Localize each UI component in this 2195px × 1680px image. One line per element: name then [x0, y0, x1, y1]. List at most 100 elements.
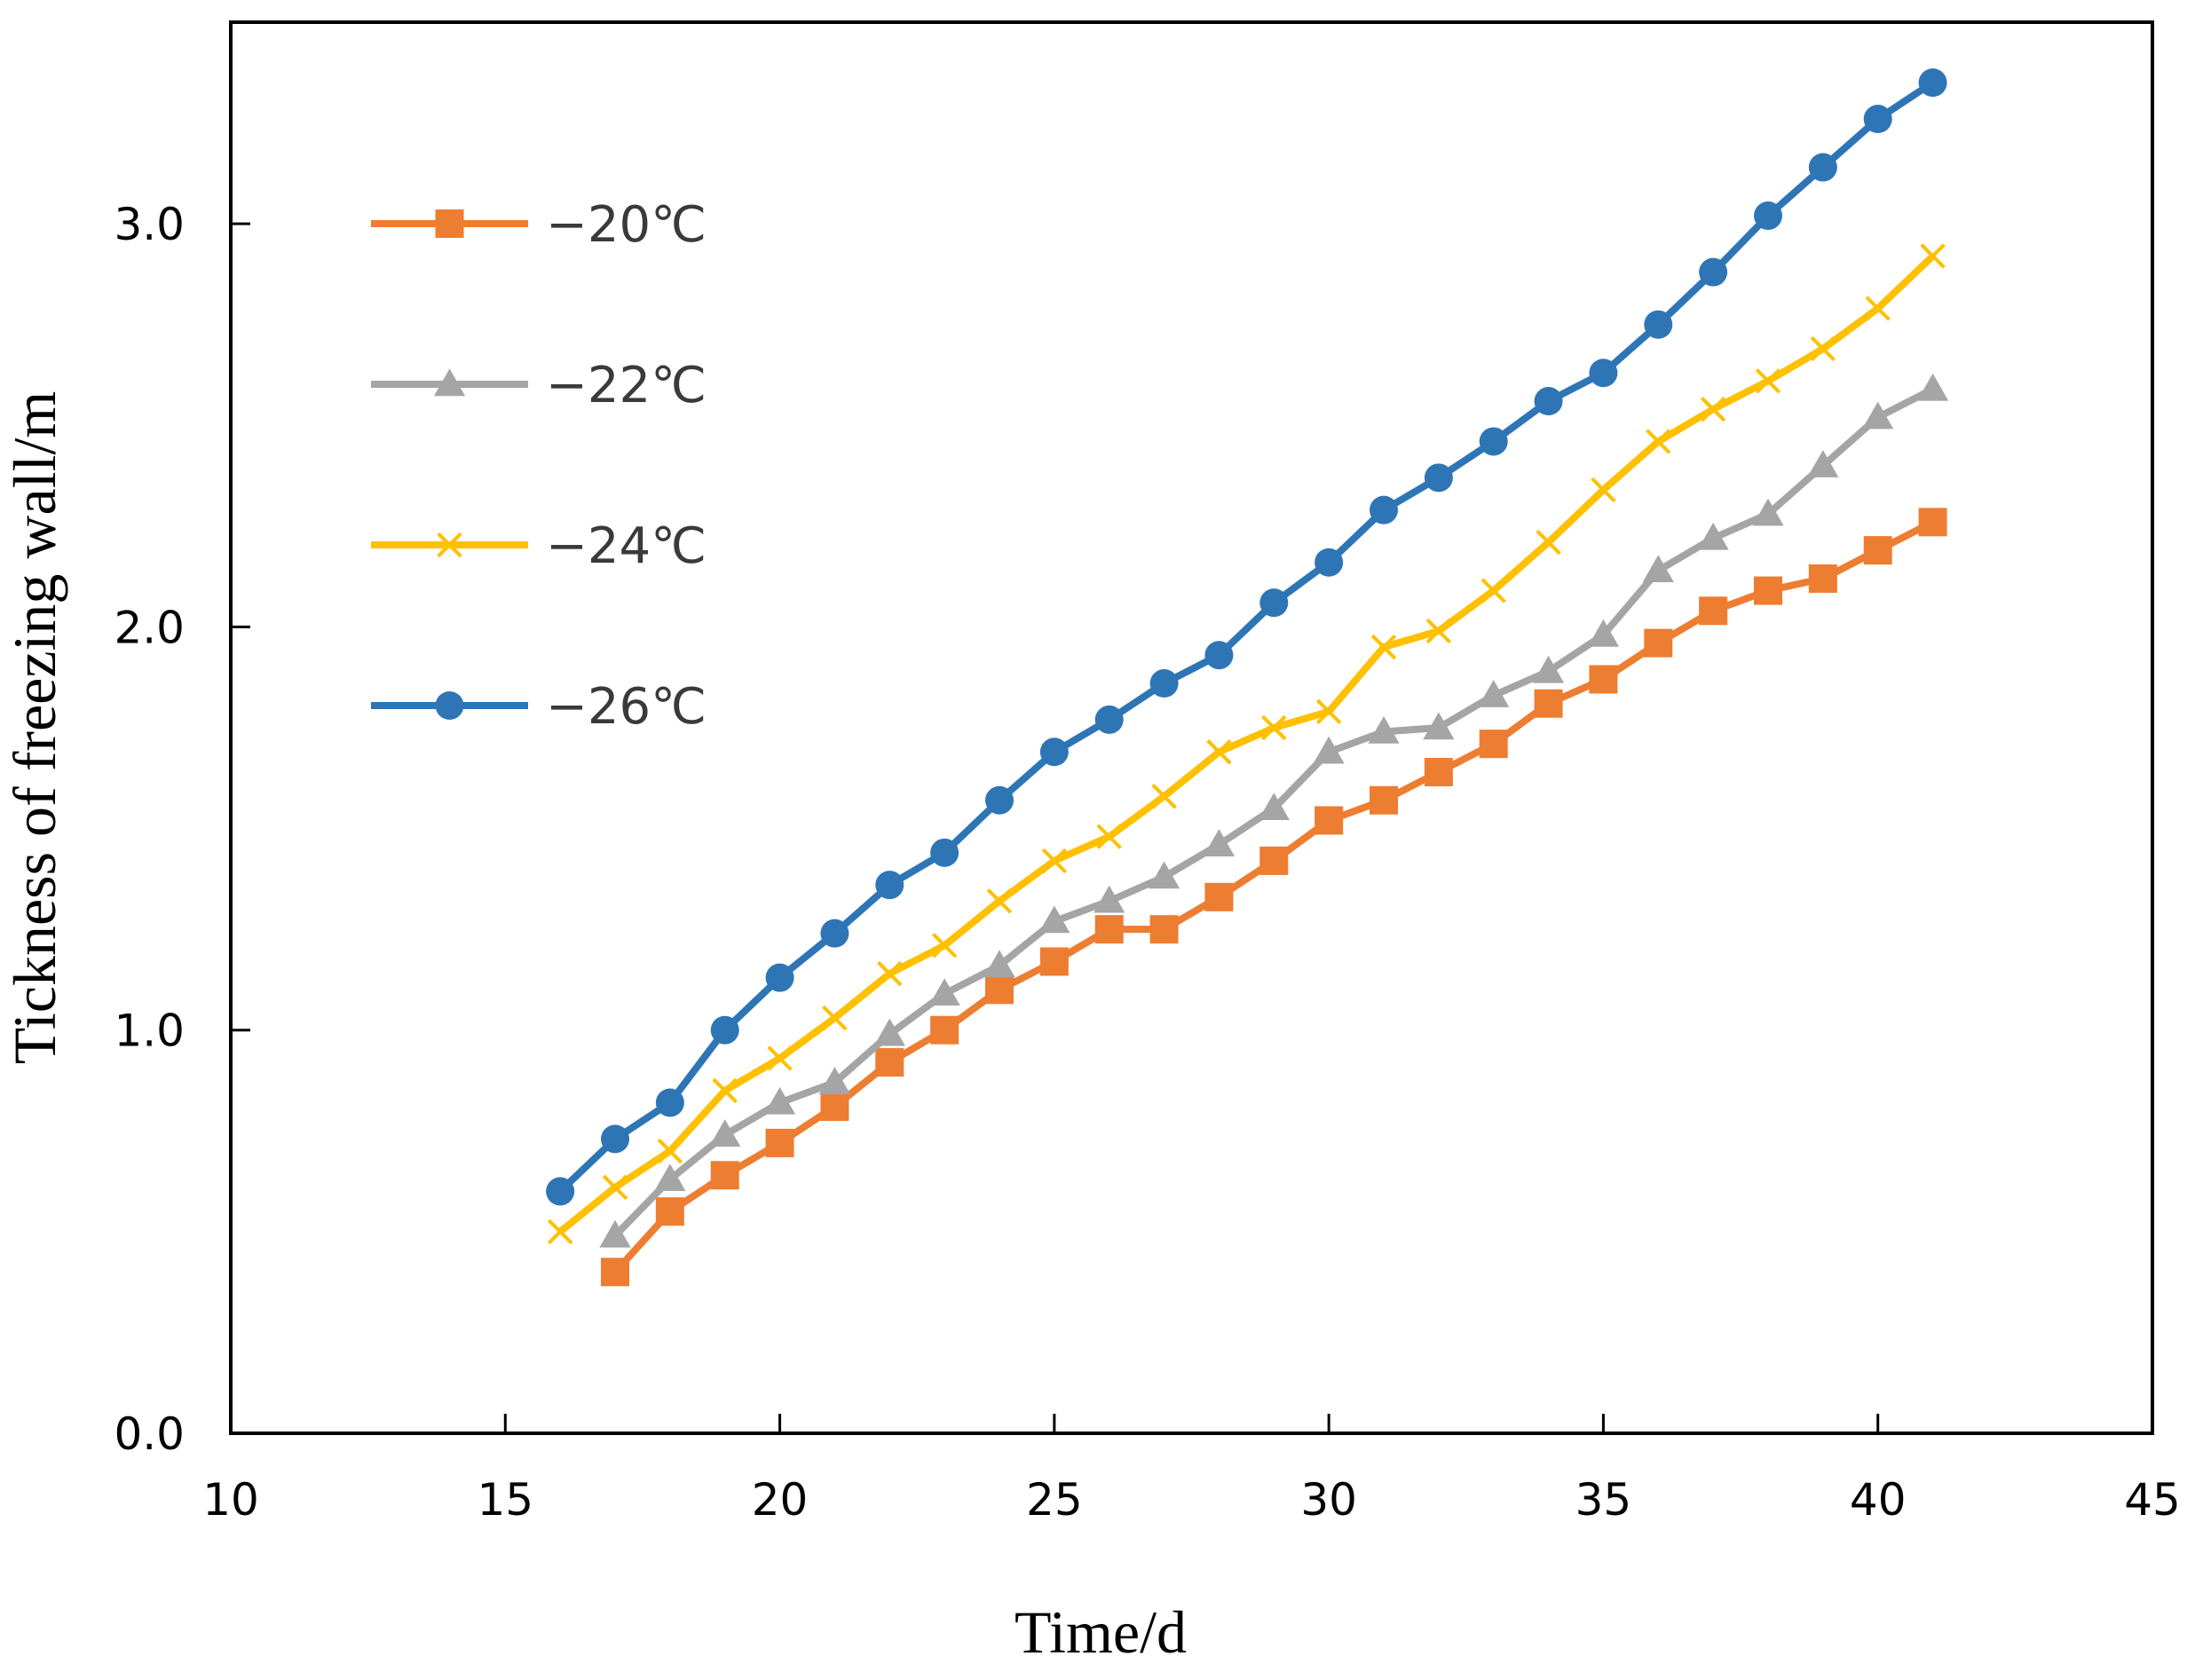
- data-point: [765, 963, 794, 992]
- data-point: [873, 1018, 905, 1046]
- data-point: [435, 209, 464, 238]
- data-point: [1039, 737, 1069, 767]
- data-point: [1810, 335, 1836, 362]
- series-layer: [546, 68, 1949, 1287]
- data-point: [1259, 846, 1289, 875]
- data-point: [1536, 529, 1561, 556]
- data-point: [709, 1119, 741, 1148]
- x-tick-label: 25: [1026, 1474, 1083, 1526]
- data-point: [657, 1138, 683, 1164]
- x-tick-label: 10: [202, 1474, 259, 1526]
- data-point: [1587, 619, 1620, 647]
- y-tick-label: 1.0: [114, 1006, 185, 1057]
- y-tick-label: 2.0: [114, 602, 185, 653]
- data-point: [1918, 508, 1947, 537]
- data-point: [1425, 618, 1452, 644]
- data-point: [1258, 793, 1290, 821]
- data-point: [1699, 596, 1728, 626]
- data-point: [437, 532, 462, 558]
- data-point: [1755, 368, 1781, 394]
- data-point: [1808, 153, 1837, 182]
- data-point: [1532, 655, 1565, 683]
- data-point: [1644, 310, 1673, 339]
- x-tick-label: 30: [1300, 1474, 1357, 1526]
- data-point: [1862, 401, 1894, 430]
- x-axis-label: Time/d: [1015, 1598, 1187, 1666]
- data-point: [1259, 588, 1289, 618]
- y-axis: 0.0 1.0 2.0 3.0: [114, 199, 250, 1460]
- data-point: [1478, 680, 1510, 707]
- data-point: [1423, 712, 1455, 740]
- data-point: [1206, 739, 1232, 765]
- data-point: [654, 1163, 686, 1191]
- data-point: [1041, 848, 1068, 874]
- data-point: [765, 1128, 794, 1157]
- data-point: [1151, 784, 1177, 809]
- data-point: [1094, 705, 1124, 734]
- y-axis-label: Tickness of freezing wall/m: [1, 391, 68, 1065]
- data-point: [986, 888, 1013, 914]
- data-point: [930, 1015, 959, 1045]
- data-point: [1863, 536, 1892, 565]
- y-tick-label: 3.0: [114, 199, 185, 250]
- data-point: [1370, 495, 1398, 525]
- series-group: [599, 373, 1949, 1248]
- data-point: [1261, 714, 1287, 741]
- data-point: [1697, 522, 1729, 550]
- series-line: [557, 253, 1936, 1235]
- data-point: [1370, 634, 1397, 660]
- x-tick-label: 35: [1575, 1474, 1632, 1526]
- data-point: [601, 1258, 629, 1287]
- data-point: [822, 1005, 848, 1031]
- data-point: [930, 838, 959, 867]
- data-point: [875, 871, 904, 900]
- data-point: [1754, 576, 1782, 605]
- data-point: [1918, 68, 1947, 98]
- data-point: [1646, 429, 1671, 454]
- x-tick-label: 20: [752, 1474, 809, 1526]
- data-point: [1589, 359, 1618, 388]
- legend-entry: −20℃: [371, 196, 707, 254]
- data-point: [1589, 665, 1618, 694]
- data-point: [1315, 548, 1344, 577]
- legend-entry: −24℃: [371, 517, 707, 575]
- data-point: [820, 919, 849, 948]
- data-point: [1148, 861, 1180, 889]
- data-point: [1204, 641, 1234, 670]
- data-point: [877, 960, 903, 987]
- data-point: [1754, 201, 1782, 231]
- data-point: [985, 785, 1014, 815]
- data-point: [1863, 105, 1892, 134]
- data-point: [1534, 387, 1563, 416]
- legend: −20℃ −22℃ −24℃ −26℃: [371, 196, 707, 736]
- data-point: [602, 1174, 628, 1201]
- data-point: [435, 691, 464, 720]
- data-point: [1807, 450, 1839, 477]
- data-point: [712, 1077, 738, 1104]
- data-point: [1094, 885, 1125, 913]
- series-group: [547, 243, 1946, 1245]
- data-point: [1699, 257, 1728, 287]
- data-point: [1370, 785, 1398, 815]
- data-point: [818, 1067, 851, 1094]
- data-point: [1149, 915, 1179, 944]
- x-tick-label: 15: [477, 1474, 533, 1526]
- legend-label: −20℃: [546, 196, 707, 254]
- x-axis: 10 15 20 25 30 35 40 45: [202, 1414, 2181, 1526]
- data-point: [928, 978, 960, 1006]
- data-point: [1479, 730, 1508, 759]
- plot-area-frame: [229, 20, 2154, 1435]
- data-point: [875, 1048, 904, 1077]
- x-tick-label: 40: [1850, 1474, 1907, 1526]
- data-point: [931, 933, 958, 958]
- data-point: [1315, 806, 1344, 835]
- data-point: [1808, 564, 1837, 593]
- data-point: [433, 368, 466, 397]
- data-point: [767, 1045, 793, 1071]
- data-point: [1424, 757, 1453, 786]
- data-point: [1644, 628, 1673, 658]
- x-tick-label: 45: [2124, 1474, 2181, 1526]
- data-point: [1534, 689, 1563, 718]
- data-point: [601, 1124, 629, 1154]
